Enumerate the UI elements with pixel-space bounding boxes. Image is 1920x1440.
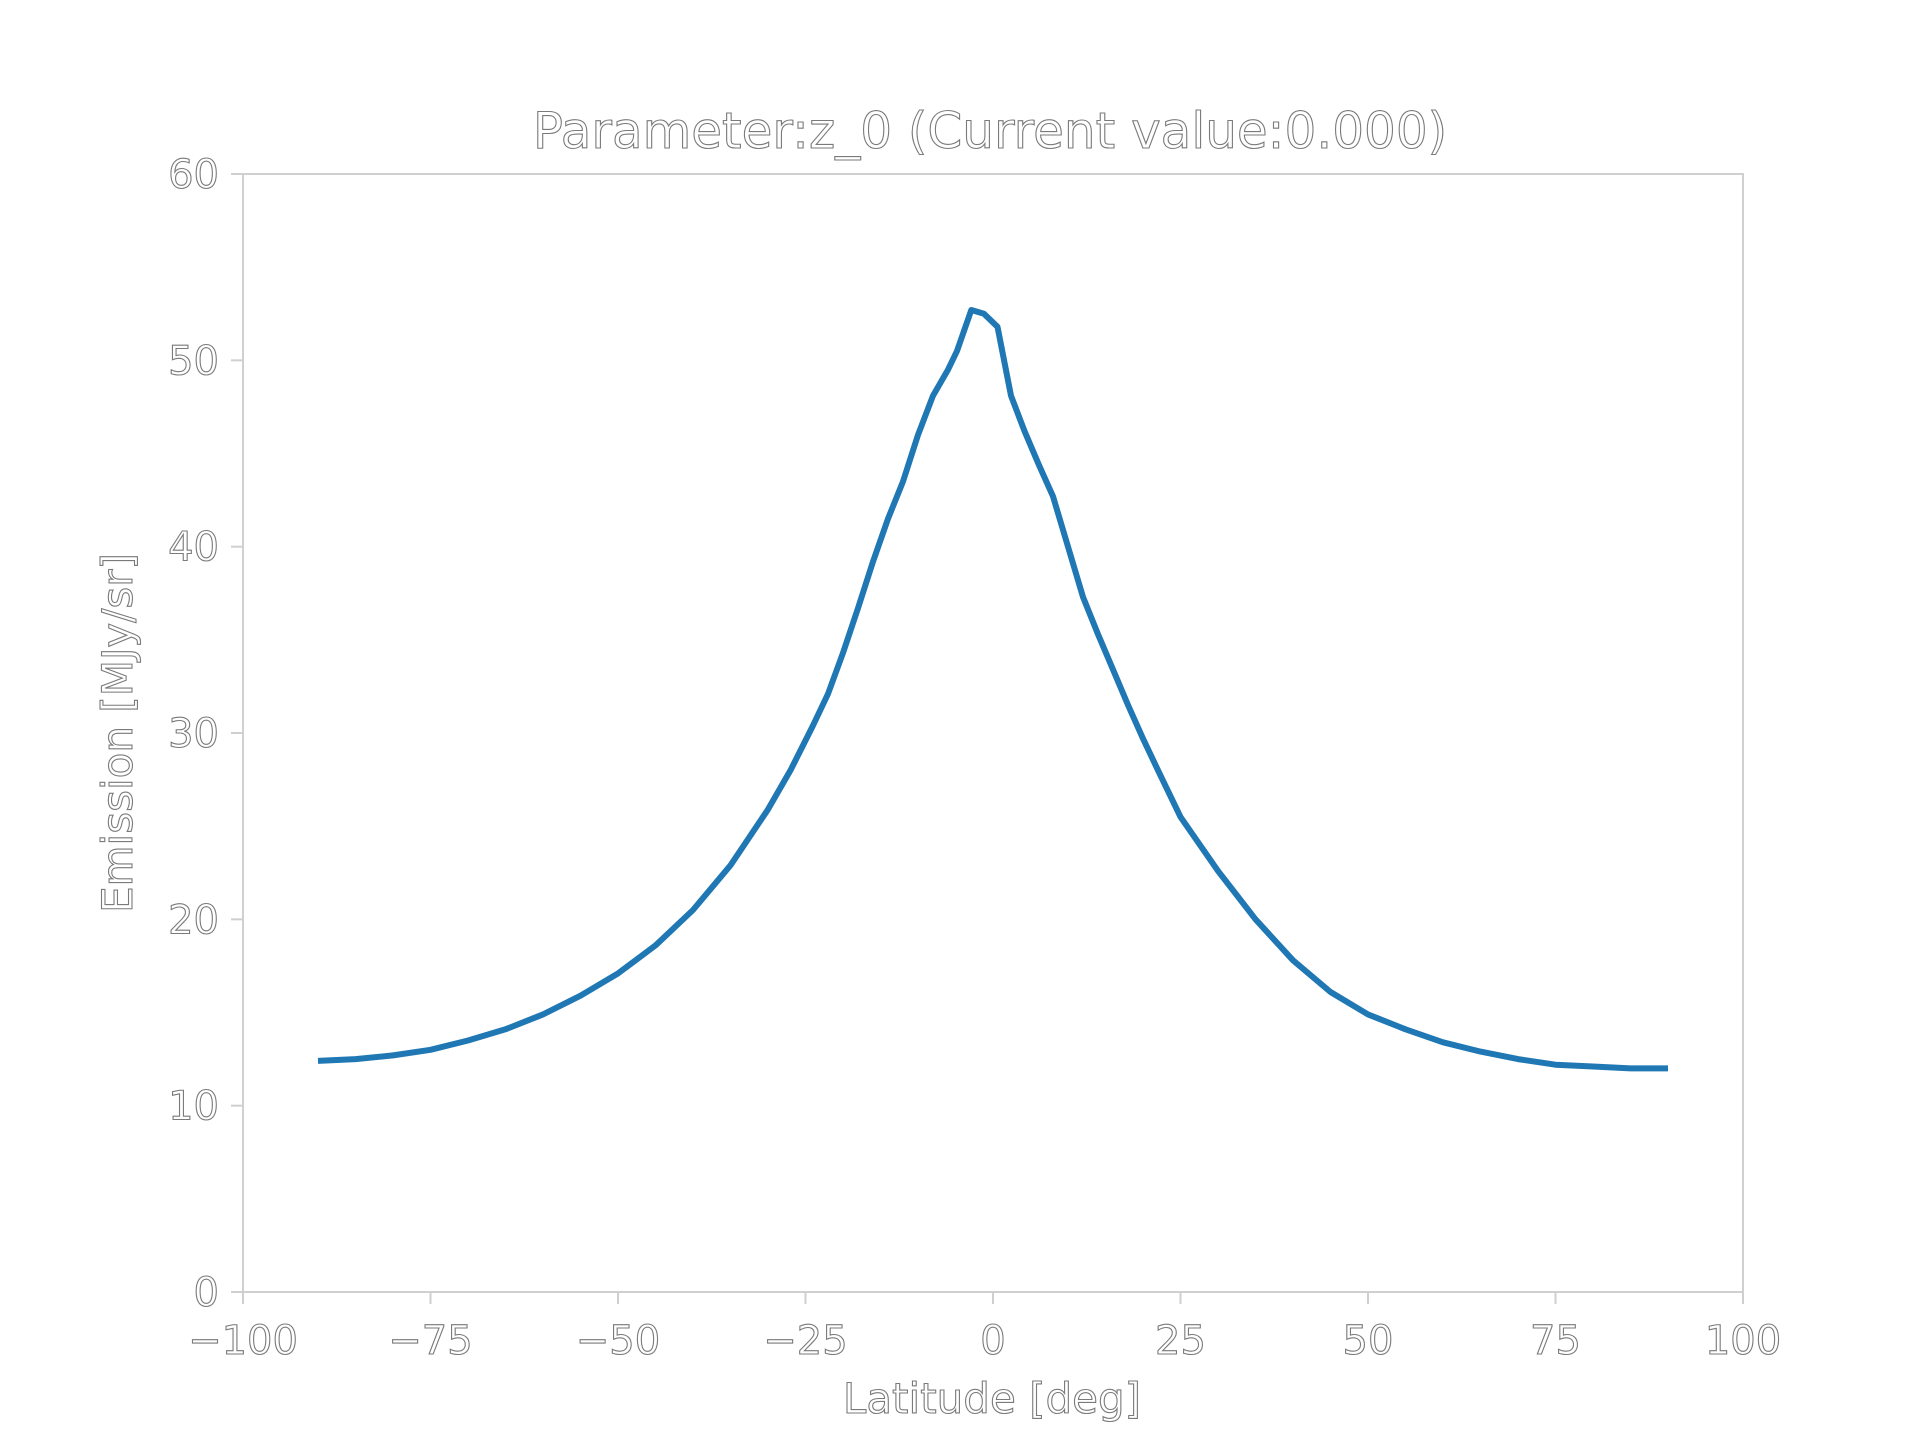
y-tick-label: 10 xyxy=(168,1084,219,1130)
y-tick-label: 20 xyxy=(168,897,219,943)
x-tick-label: −25 xyxy=(763,1318,847,1364)
x-axis-label: Latitude [deg] xyxy=(843,1374,1141,1423)
y-tick-label: 40 xyxy=(168,525,219,571)
x-tick-label: 50 xyxy=(1343,1318,1394,1364)
y-tick-label: 50 xyxy=(168,338,219,384)
x-tick-label: 75 xyxy=(1530,1318,1581,1364)
y-axis-label: Emission [MJy/sr] xyxy=(93,553,142,913)
series-line xyxy=(317,307,1668,1072)
chart-title: Parameter:z_0 (Current value:0.000) xyxy=(533,102,1447,160)
y-axis: 0 10 20 30 40 50 60 xyxy=(168,151,243,1317)
x-tick-label: 0 xyxy=(980,1318,1005,1364)
x-tick-label: −100 xyxy=(188,1318,298,1364)
x-tick-label: 100 xyxy=(1705,1318,1781,1364)
x-axis: −100 −75 −50 −25 0 25 50 75 100 xyxy=(188,1292,1782,1365)
y-tick-label: 30 xyxy=(168,711,219,757)
x-tick-label: −75 xyxy=(388,1318,472,1364)
x-tick-label: 25 xyxy=(1155,1318,1206,1364)
plot-frame xyxy=(242,173,1744,1293)
y-tick-label: 0 xyxy=(194,1270,219,1316)
y-tick-label: 60 xyxy=(168,152,219,198)
x-tick-label: −50 xyxy=(576,1318,660,1364)
